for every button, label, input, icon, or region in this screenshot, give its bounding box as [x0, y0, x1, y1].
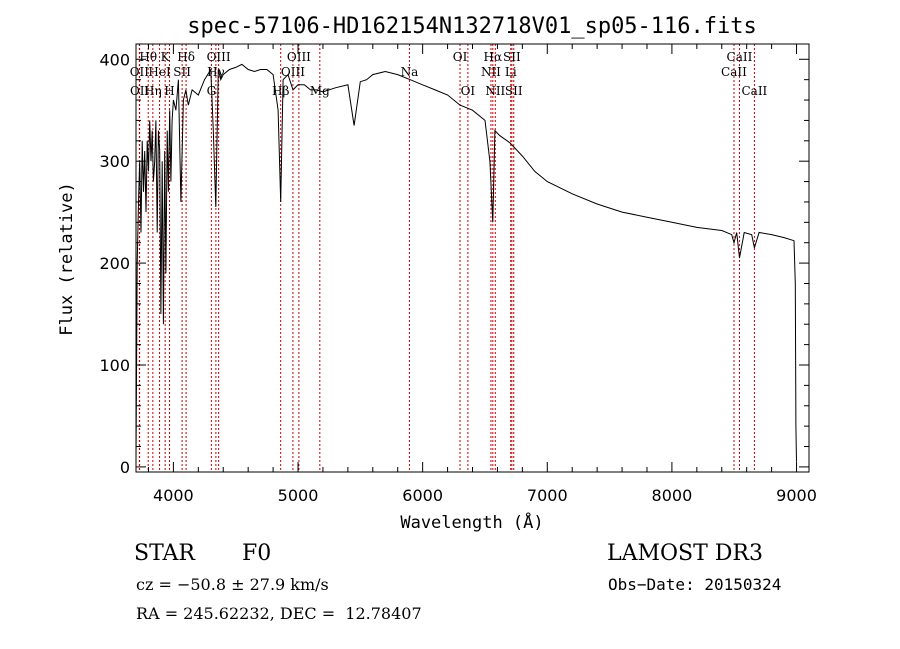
object-subclass: F0 — [242, 541, 272, 566]
x-tick-label: 8000 — [652, 486, 693, 505]
x-tick-labels: 4000 5000 6000 7000 8000 9000 — [153, 486, 817, 505]
line-label: SII — [503, 50, 521, 64]
line-label: Hη — [144, 84, 162, 98]
object-class: STAR — [134, 541, 195, 566]
line-label: HeI — [148, 65, 171, 79]
observation-date: Obs−Date: 20150324 — [608, 575, 782, 594]
line-label: Na — [401, 65, 419, 79]
y-tick-labels: 0 100 200 300 400 — [99, 50, 130, 477]
line-label: CaII — [741, 84, 767, 98]
x-tick-label: 7000 — [527, 486, 568, 505]
line-label: CaII — [727, 50, 753, 64]
line-label: OIII — [281, 65, 305, 79]
y-axis-label: Flux (relative) — [57, 182, 77, 336]
line-label: SII — [173, 65, 191, 79]
line-label: Hα — [484, 50, 503, 64]
line-label: SII — [505, 84, 523, 98]
emission-line-labels: HθHηOIIOIIHeIKHSIIHδGHγOIIIHβOIIIOIIIMgN… — [130, 50, 768, 98]
line-label: OI — [461, 84, 476, 98]
y-tick-label: 400 — [99, 50, 130, 69]
survey-name: LAMOST DR3 — [607, 541, 763, 566]
x-tick-label: 9000 — [776, 486, 817, 505]
y-tick-label: 0 — [120, 458, 130, 477]
redshift-value: cz = −50.8 ± 27.9 km/s — [136, 575, 329, 594]
x-axis-label: Wavelength (Å) — [400, 511, 543, 533]
line-label: Li — [505, 65, 517, 79]
line-label: CaII — [721, 65, 747, 79]
spectrum-line — [135, 63, 797, 462]
line-label: Hδ — [177, 50, 195, 64]
emission-line-markers — [138, 44, 755, 472]
line-label: NII — [485, 84, 505, 98]
line-label: H — [164, 84, 174, 98]
line-label: NII — [481, 65, 501, 79]
line-label: K — [161, 50, 171, 64]
line-label: OIII — [287, 50, 311, 64]
line-label: OIII — [207, 50, 231, 64]
line-label: OII — [130, 65, 150, 79]
x-tick-label: 4000 — [153, 486, 194, 505]
x-tick-label: 6000 — [402, 486, 443, 505]
line-label: OI — [453, 50, 468, 64]
x-tick-label: 5000 — [278, 486, 319, 505]
y-tick-label: 200 — [99, 254, 130, 273]
coordinates: RA = 245.62232, DEC = 12.78407 — [136, 604, 422, 623]
y-tick-label: 300 — [99, 152, 130, 171]
chart-title: spec-57106-HD162154N132718V01_sp05-116.f… — [187, 14, 757, 39]
y-tick-label: 100 — [99, 356, 130, 375]
plot-frame — [135, 43, 810, 473]
axis-ticks — [136, 44, 809, 472]
line-label: OII — [130, 84, 150, 98]
line-label: Hθ — [139, 50, 157, 64]
